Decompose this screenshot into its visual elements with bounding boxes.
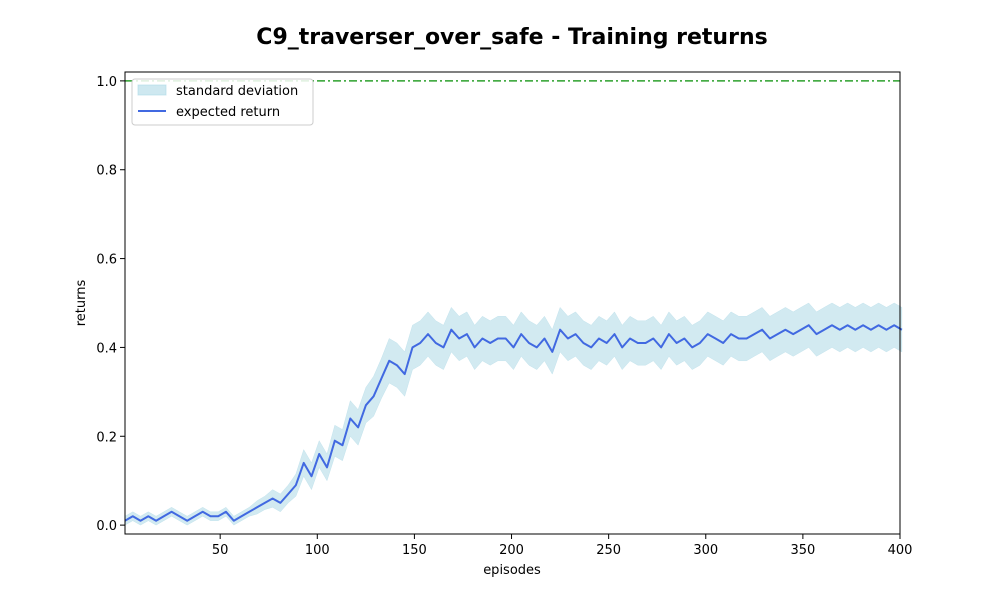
mean-line-layer xyxy=(124,324,903,522)
legend: standard deviation expected return xyxy=(131,78,314,126)
x-tick-label: 250 xyxy=(596,543,621,558)
y-tick-label: 0.0 xyxy=(96,519,117,534)
x-tick-label: 400 xyxy=(888,543,913,558)
legend-mean-label: expected return xyxy=(176,105,280,120)
y-tick-label: 0.2 xyxy=(96,430,117,445)
plot-frame xyxy=(124,71,901,535)
legend-std-label: standard deviation xyxy=(176,84,298,99)
y-tick-label: 0.4 xyxy=(96,341,117,356)
y-tick-label: 1.0 xyxy=(96,75,117,90)
x-tick-label: 200 xyxy=(499,543,524,558)
chart-title: C9_traverser_over_safe - Training return… xyxy=(256,25,767,50)
x-axis-label: episodes xyxy=(483,563,541,578)
plot-area xyxy=(125,72,900,534)
x-axis-ticks: 50 100 150 200 250 300 350 400 xyxy=(212,534,913,558)
y-axis-label: returns xyxy=(74,280,89,327)
x-tick-label: 300 xyxy=(693,543,718,558)
legend-std-swatch xyxy=(137,84,167,96)
legend-box xyxy=(131,78,314,126)
y-tick-label: 0.6 xyxy=(96,253,117,268)
x-tick-label: 50 xyxy=(212,543,229,558)
expected-return-line xyxy=(124,324,903,522)
x-tick-label: 150 xyxy=(402,543,427,558)
y-axis-ticks: 0.0 0.2 0.4 0.6 0.8 1.0 xyxy=(96,75,125,534)
x-tick-label: 350 xyxy=(790,543,815,558)
x-tick-label: 100 xyxy=(305,543,330,558)
y-tick-label: 0.8 xyxy=(96,164,117,179)
